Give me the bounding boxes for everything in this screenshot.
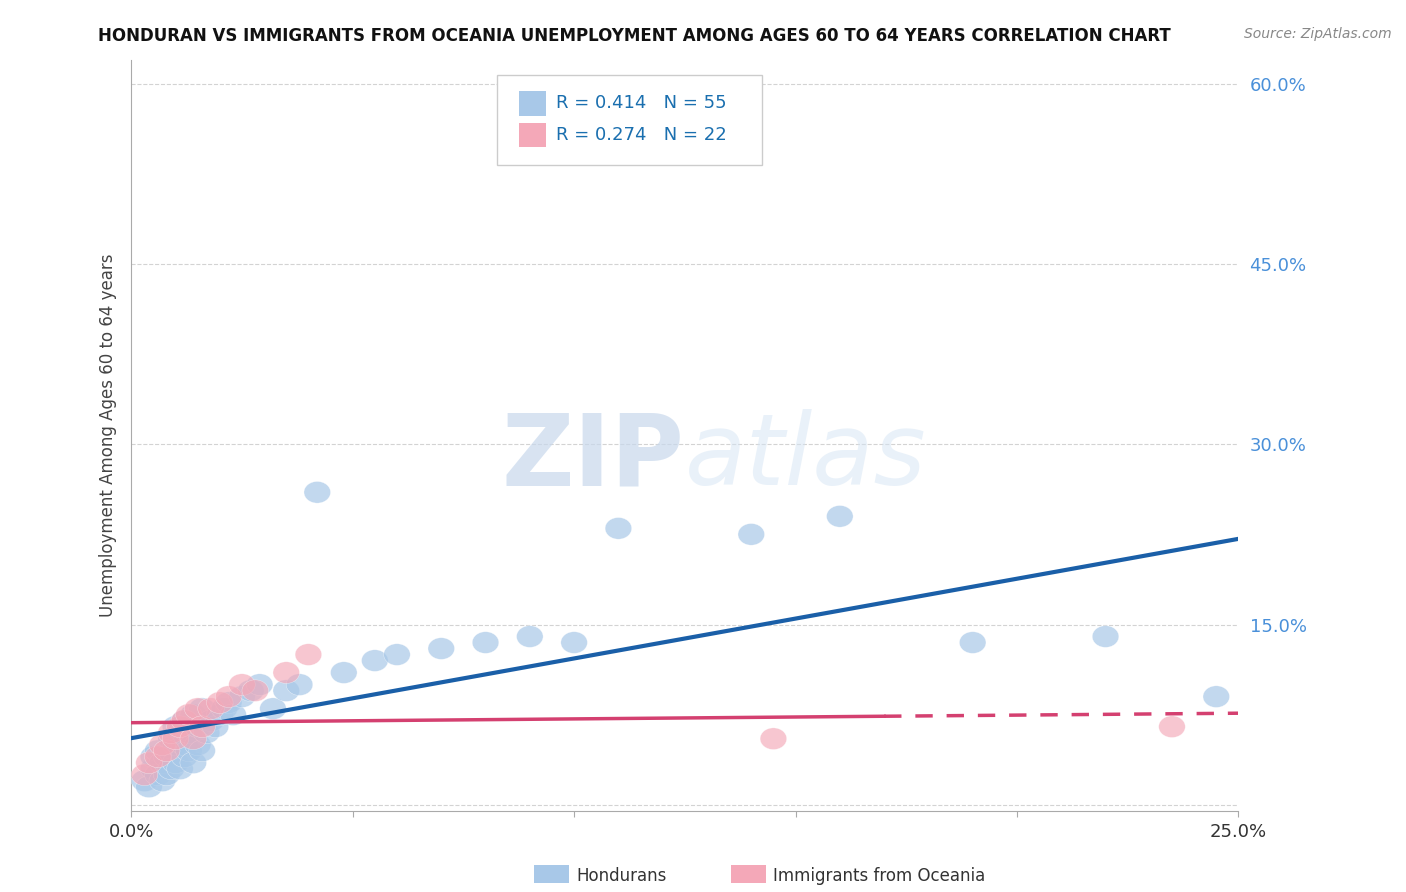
Ellipse shape bbox=[157, 722, 184, 744]
Ellipse shape bbox=[215, 692, 242, 714]
Ellipse shape bbox=[1159, 716, 1185, 738]
Text: HONDURAN VS IMMIGRANTS FROM OCEANIA UNEMPLOYMENT AMONG AGES 60 TO 64 YEARS CORRE: HONDURAN VS IMMIGRANTS FROM OCEANIA UNEM… bbox=[98, 27, 1171, 45]
Ellipse shape bbox=[219, 704, 246, 725]
Ellipse shape bbox=[229, 686, 256, 707]
Y-axis label: Unemployment Among Ages 60 to 64 years: Unemployment Among Ages 60 to 64 years bbox=[100, 253, 117, 617]
Ellipse shape bbox=[167, 716, 193, 738]
Ellipse shape bbox=[516, 625, 543, 648]
Ellipse shape bbox=[149, 770, 176, 791]
Ellipse shape bbox=[153, 739, 180, 762]
Ellipse shape bbox=[761, 728, 787, 749]
Ellipse shape bbox=[131, 770, 157, 791]
Ellipse shape bbox=[172, 710, 198, 731]
Ellipse shape bbox=[211, 698, 238, 720]
Ellipse shape bbox=[330, 662, 357, 683]
Text: atlas: atlas bbox=[685, 409, 927, 507]
Ellipse shape bbox=[180, 728, 207, 749]
FancyBboxPatch shape bbox=[496, 75, 762, 165]
Ellipse shape bbox=[188, 739, 215, 762]
Text: Hondurans: Hondurans bbox=[576, 867, 666, 885]
Ellipse shape bbox=[145, 739, 172, 762]
Ellipse shape bbox=[176, 722, 202, 744]
Ellipse shape bbox=[207, 704, 233, 725]
Ellipse shape bbox=[427, 638, 454, 659]
Ellipse shape bbox=[172, 734, 198, 756]
Ellipse shape bbox=[145, 746, 172, 767]
Text: R = 0.414   N = 55: R = 0.414 N = 55 bbox=[557, 95, 727, 112]
Ellipse shape bbox=[215, 686, 242, 707]
Ellipse shape bbox=[167, 758, 193, 780]
FancyBboxPatch shape bbox=[519, 91, 547, 116]
Ellipse shape bbox=[188, 698, 215, 720]
Ellipse shape bbox=[561, 632, 588, 653]
Ellipse shape bbox=[162, 728, 188, 749]
Ellipse shape bbox=[162, 716, 188, 738]
Text: ZIP: ZIP bbox=[502, 409, 685, 507]
Ellipse shape bbox=[1204, 686, 1229, 707]
Ellipse shape bbox=[229, 673, 256, 696]
Text: Immigrants from Oceania: Immigrants from Oceania bbox=[773, 867, 986, 885]
Ellipse shape bbox=[180, 704, 207, 725]
Ellipse shape bbox=[162, 752, 188, 773]
Ellipse shape bbox=[188, 716, 215, 738]
Ellipse shape bbox=[172, 710, 198, 731]
Ellipse shape bbox=[1092, 625, 1119, 648]
Ellipse shape bbox=[167, 722, 193, 744]
Ellipse shape bbox=[827, 506, 853, 527]
Ellipse shape bbox=[131, 764, 157, 786]
Ellipse shape bbox=[202, 716, 229, 738]
FancyBboxPatch shape bbox=[519, 123, 547, 147]
Ellipse shape bbox=[246, 673, 273, 696]
Ellipse shape bbox=[157, 758, 184, 780]
Text: Source: ZipAtlas.com: Source: ZipAtlas.com bbox=[1244, 27, 1392, 41]
Ellipse shape bbox=[738, 524, 765, 545]
Ellipse shape bbox=[162, 734, 188, 756]
Ellipse shape bbox=[149, 752, 176, 773]
Ellipse shape bbox=[153, 764, 180, 786]
Ellipse shape bbox=[141, 758, 167, 780]
Ellipse shape bbox=[149, 734, 176, 756]
Ellipse shape bbox=[273, 680, 299, 701]
Ellipse shape bbox=[176, 704, 202, 725]
Ellipse shape bbox=[238, 680, 264, 701]
Ellipse shape bbox=[193, 722, 219, 744]
Ellipse shape bbox=[959, 632, 986, 653]
Ellipse shape bbox=[242, 680, 269, 701]
Ellipse shape bbox=[184, 698, 211, 720]
Ellipse shape bbox=[135, 776, 162, 797]
Ellipse shape bbox=[384, 644, 411, 665]
Ellipse shape bbox=[184, 716, 211, 738]
Text: R = 0.274   N = 22: R = 0.274 N = 22 bbox=[557, 126, 727, 144]
Ellipse shape bbox=[153, 746, 180, 767]
Ellipse shape bbox=[180, 752, 207, 773]
Ellipse shape bbox=[605, 517, 631, 539]
Ellipse shape bbox=[295, 644, 322, 665]
Ellipse shape bbox=[145, 764, 172, 786]
Ellipse shape bbox=[304, 482, 330, 503]
Ellipse shape bbox=[260, 698, 287, 720]
Ellipse shape bbox=[207, 692, 233, 714]
Ellipse shape bbox=[198, 698, 224, 720]
Ellipse shape bbox=[157, 728, 184, 749]
Ellipse shape bbox=[176, 739, 202, 762]
Ellipse shape bbox=[472, 632, 499, 653]
Ellipse shape bbox=[287, 673, 312, 696]
Ellipse shape bbox=[141, 746, 167, 767]
Ellipse shape bbox=[184, 734, 211, 756]
Ellipse shape bbox=[135, 752, 162, 773]
Ellipse shape bbox=[198, 710, 224, 731]
Ellipse shape bbox=[273, 662, 299, 683]
Ellipse shape bbox=[361, 649, 388, 672]
Ellipse shape bbox=[172, 746, 198, 767]
